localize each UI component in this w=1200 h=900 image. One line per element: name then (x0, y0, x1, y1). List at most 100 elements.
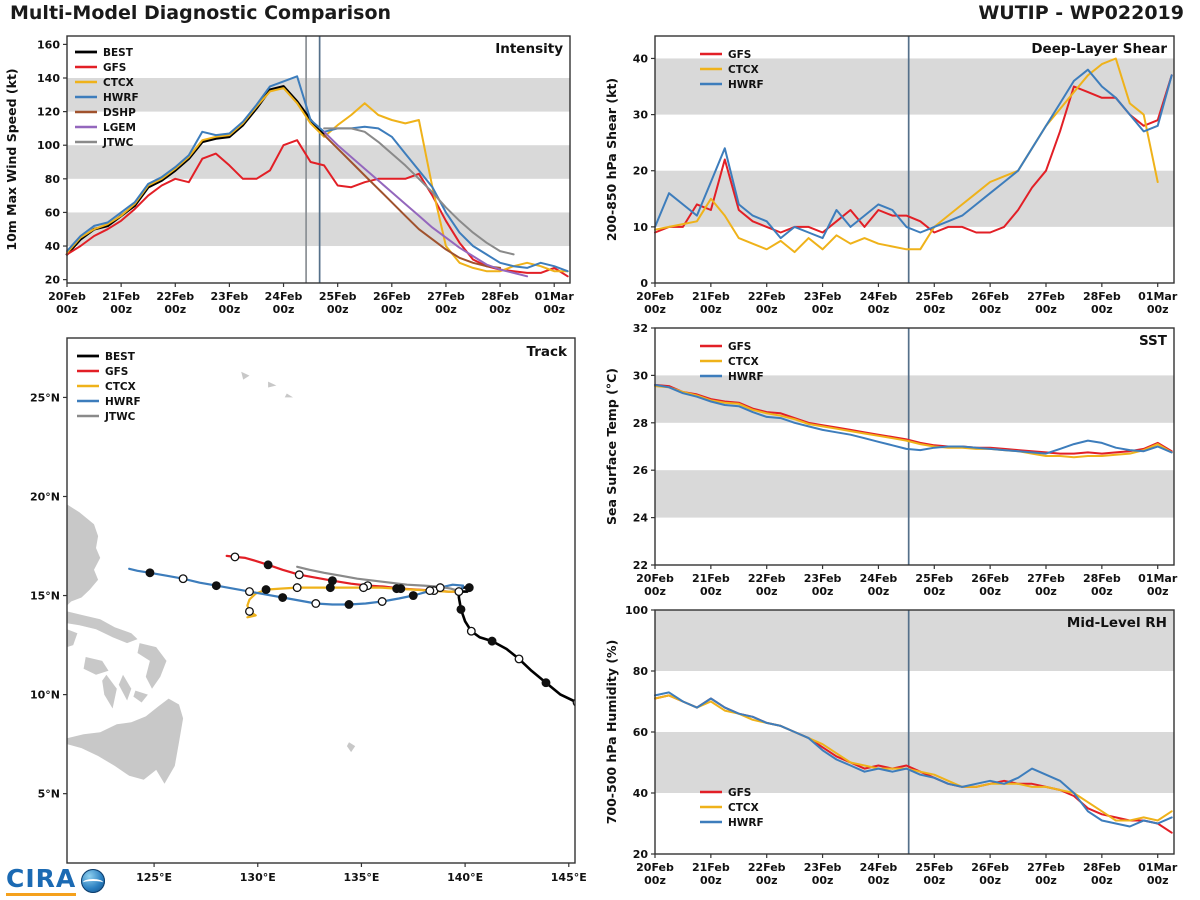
svg-text:20Feb: 20Feb (48, 290, 86, 303)
svg-text:00z: 00z (756, 585, 778, 598)
rammb-globe-icon (81, 869, 106, 893)
series-LGEM (323, 130, 529, 278)
track-marker (514, 654, 524, 664)
svg-text:24Feb: 24Feb (265, 290, 303, 303)
svg-text:00z: 00z (273, 303, 295, 316)
map-frame (66, 337, 576, 864)
svg-text:00z: 00z (700, 874, 722, 887)
svg-text:22Feb: 22Feb (748, 861, 786, 874)
grid-band (67, 78, 570, 112)
svg-text:00z: 00z (868, 585, 890, 598)
svg-text:23Feb: 23Feb (211, 290, 249, 303)
svg-text:Intensity: Intensity (495, 41, 563, 57)
svg-text:00z: 00z (489, 303, 511, 316)
svg-text:25°N: 25°N (30, 391, 60, 404)
svg-text:CTCX: CTCX (103, 77, 134, 89)
svg-text:10°N: 10°N (30, 689, 60, 702)
track-marker (263, 560, 273, 570)
svg-text:00z: 00z (219, 303, 241, 316)
track-marker (145, 568, 155, 578)
landmass (137, 643, 167, 689)
landmass (67, 611, 138, 644)
series-GFS (654, 383, 1173, 455)
track-CTCX (246, 586, 463, 619)
landmass (346, 742, 356, 753)
shear-chart: 01020304020Feb00z21Feb00z22Feb00z23Feb00… (604, 35, 1178, 316)
landmass (118, 674, 132, 701)
svg-text:24Feb: 24Feb (860, 861, 898, 874)
track-panel: 5°N 10°N 15°N 20°N 25°N 125°E 130°E 135°E 140°E 1… (0, 330, 600, 898)
svg-text:21Feb: 21Feb (692, 290, 730, 303)
svg-text:22Feb: 22Feb (748, 572, 786, 585)
svg-text:23Feb: 23Feb (804, 861, 842, 874)
svg-text:BEST: BEST (103, 47, 134, 59)
svg-text:00z: 00z (1035, 303, 1057, 316)
svg-text:700-500 hPa Humidity (%): 700-500 hPa Humidity (%) (604, 640, 619, 825)
svg-text:0: 0 (640, 277, 648, 290)
track-marker (466, 626, 476, 636)
svg-text:00z: 00z (1147, 303, 1169, 316)
svg-text:20°N: 20°N (30, 490, 60, 503)
grid-band (655, 470, 1174, 518)
svg-text:00z: 00z (644, 874, 666, 887)
intensity-chart: 2040608010012014016020Feb00z21Feb00z22Fe… (4, 35, 574, 316)
svg-text:00z: 00z (868, 874, 890, 887)
series-HWRF (66, 75, 569, 273)
rh-chart: 2040608010020Feb00z21Feb00z22Feb00z23Feb… (604, 604, 1178, 887)
track-marker (292, 583, 302, 593)
svg-text:22Feb: 22Feb (748, 290, 786, 303)
svg-text:01Mar: 01Mar (1138, 290, 1178, 303)
svg-text:28: 28 (633, 417, 648, 430)
svg-text:20: 20 (633, 848, 649, 861)
svg-text:120: 120 (37, 106, 60, 119)
svg-text:Sea Surface Temp (°C): Sea Surface Temp (°C) (604, 368, 619, 525)
svg-text:27Feb: 27Feb (1027, 290, 1065, 303)
svg-text:00z: 00z (756, 303, 778, 316)
grid-band (655, 732, 1174, 793)
landmass (102, 674, 117, 709)
svg-text:00z: 00z (812, 585, 834, 598)
svg-text:01Mar: 01Mar (1138, 572, 1178, 585)
track-marker (344, 600, 354, 609)
series-HWRF (654, 68, 1173, 240)
svg-text:145°E: 145°E (551, 871, 587, 884)
track-marker (392, 584, 402, 594)
cira-logo-text: CIRA (6, 866, 77, 896)
svg-text:CTCX: CTCX (728, 64, 759, 76)
track-marker (456, 604, 466, 614)
plot-frame (654, 35, 1175, 284)
track-marker (435, 583, 445, 593)
series-DSHP (323, 134, 502, 269)
svg-text:125°E: 125°E (136, 871, 172, 884)
series-CTCX (654, 57, 1159, 254)
svg-text:00z: 00z (700, 303, 722, 316)
svg-text:00z: 00z (435, 303, 457, 316)
svg-text:00z: 00z (812, 874, 834, 887)
svg-text:22Feb: 22Feb (156, 290, 194, 303)
svg-text:Mid-Level RH: Mid-Level RH (1067, 615, 1167, 631)
svg-text:LGEM: LGEM (103, 122, 136, 134)
track-marker (541, 678, 551, 688)
svg-text:01Mar: 01Mar (1138, 861, 1178, 874)
svg-text:Deep-Layer Shear: Deep-Layer Shear (1031, 41, 1167, 57)
svg-text:GFS: GFS (728, 49, 751, 61)
plot-frame (66, 35, 571, 284)
svg-text:20Feb: 20Feb (636, 572, 674, 585)
svg-text:GFS: GFS (105, 366, 128, 378)
track-marker (178, 574, 188, 584)
track-marker (245, 606, 254, 616)
track-marker (377, 597, 387, 606)
track-marker (464, 583, 474, 593)
landmass (67, 504, 101, 606)
grid-band (67, 212, 570, 247)
page-title: Multi-Model Diagnostic Comparison (10, 2, 392, 24)
svg-text:40: 40 (45, 240, 61, 253)
track-marker (359, 583, 368, 593)
series-GFS (654, 74, 1173, 234)
svg-text:JTWC: JTWC (102, 137, 134, 149)
svg-text:80: 80 (633, 665, 649, 678)
svg-text:32: 32 (633, 322, 648, 335)
svg-text:5°N: 5°N (38, 788, 60, 801)
svg-text:28Feb: 28Feb (481, 290, 519, 303)
svg-text:21Feb: 21Feb (692, 572, 730, 585)
